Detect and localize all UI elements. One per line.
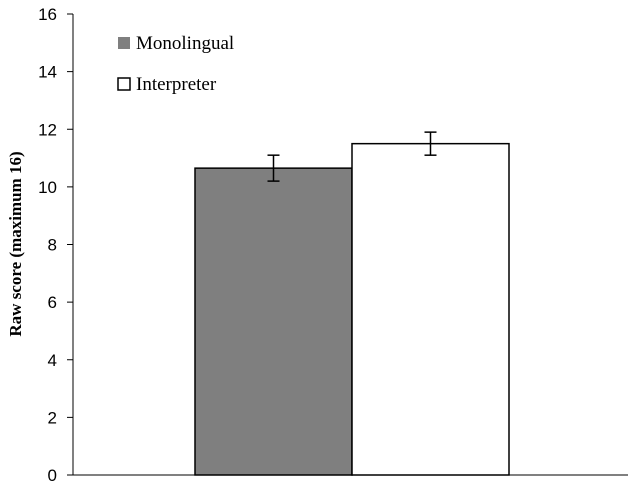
legend-label-monolingual: Monolingual bbox=[136, 33, 234, 54]
legend-swatch-monolingual bbox=[118, 37, 130, 49]
y-tick-label: 12 bbox=[38, 120, 57, 139]
y-tick-label: 16 bbox=[38, 5, 57, 24]
y-axis-label: Raw score (maximum 16) bbox=[6, 151, 25, 336]
y-tick-label: 0 bbox=[48, 466, 57, 485]
y-tick-label: 2 bbox=[48, 408, 57, 427]
y-tick-label: 4 bbox=[48, 351, 57, 370]
legend-swatch-interpreter bbox=[117, 77, 131, 91]
bar-monolingual bbox=[194, 167, 353, 476]
y-tick-label: 6 bbox=[48, 293, 57, 312]
bar-interpreter bbox=[351, 142, 510, 476]
plot-area: 0 2 4 6 8 10 12 14 16 Monolingual Interpreter bbox=[38, 5, 628, 485]
y-tick-label: 8 bbox=[48, 236, 57, 255]
y-tick-label: 14 bbox=[38, 63, 57, 82]
legend-label-interpreter: Interpreter bbox=[136, 74, 217, 95]
y-tick-label: 10 bbox=[38, 178, 57, 197]
